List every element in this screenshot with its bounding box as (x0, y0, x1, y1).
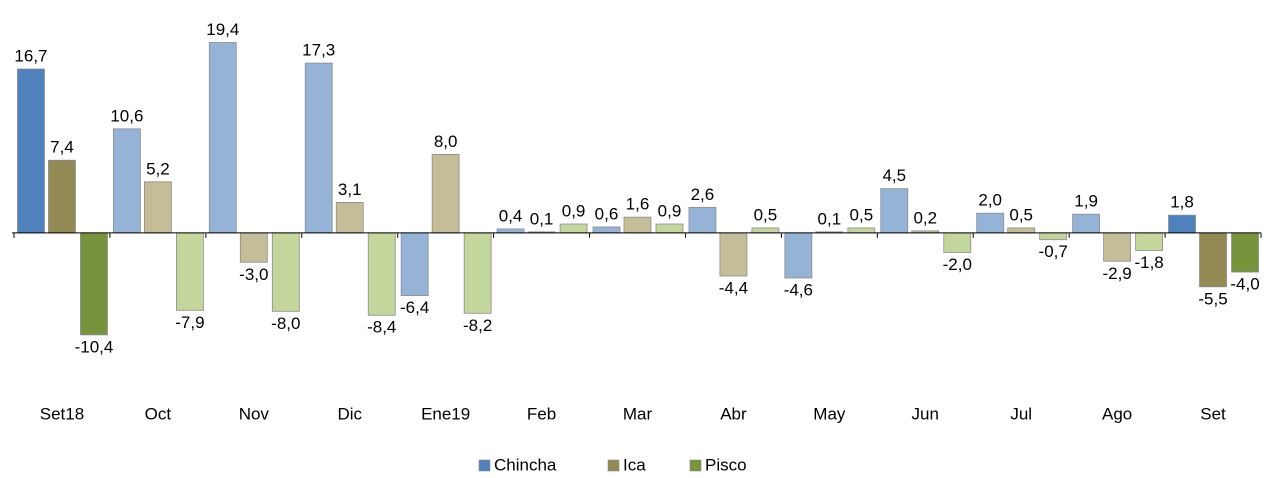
data-label: 2,6 (691, 185, 715, 204)
x-tick-label: Oct (145, 404, 172, 423)
bar (400, 232, 429, 297)
bar (1039, 232, 1068, 241)
bar (880, 188, 909, 234)
data-label: -8,2 (463, 316, 492, 335)
data-label: 19,4 (206, 20, 239, 39)
data-label: 3,1 (338, 180, 362, 199)
data-label: -7,9 (175, 313, 204, 332)
bar (335, 202, 364, 234)
data-label: 0,1 (530, 209, 554, 228)
data-label: 0,5 (1009, 205, 1033, 224)
legend-label: Pisco (705, 455, 747, 474)
data-label: 16,7 (14, 46, 47, 65)
data-label: 7,4 (50, 138, 74, 157)
bar (208, 42, 237, 234)
bar (1199, 232, 1227, 288)
bar (1007, 227, 1036, 234)
x-tick-label: Dic (337, 404, 362, 423)
data-label: -4,6 (784, 280, 813, 299)
bar (1135, 232, 1164, 251)
data-label: 1,6 (626, 195, 650, 214)
data-label: -2,9 (1102, 264, 1131, 283)
x-tick-label: Nov (239, 404, 270, 423)
data-label: 0,6 (595, 204, 619, 223)
bar (496, 228, 525, 234)
legend-swatch (689, 459, 702, 472)
bar (48, 159, 76, 234)
bar (751, 227, 780, 234)
data-label: 1,8 (1170, 193, 1194, 212)
legend-swatch (607, 459, 620, 472)
bar (304, 62, 333, 234)
data-label: -8,0 (271, 314, 300, 333)
data-label: -6,4 (400, 298, 429, 317)
data-label: 5,2 (146, 159, 170, 178)
bar (623, 216, 652, 234)
bar (463, 232, 492, 314)
x-tick-label: Mar (623, 404, 653, 423)
bar (559, 223, 588, 234)
data-label: -3,0 (239, 265, 268, 284)
bar (271, 232, 300, 312)
bar (976, 212, 1005, 234)
bar (1168, 214, 1196, 234)
data-label: 1,9 (1074, 192, 1098, 211)
data-label: -10,4 (75, 337, 114, 356)
data-label: -0,7 (1039, 242, 1068, 261)
data-label: 8,0 (434, 132, 458, 151)
bar (112, 128, 141, 234)
bar (17, 68, 45, 234)
data-label: 0,5 (850, 205, 874, 224)
data-label: 0,9 (562, 201, 586, 220)
bar (431, 153, 460, 234)
data-label: 2,0 (978, 191, 1002, 210)
bar (1072, 213, 1101, 234)
x-tick-label: Jun (912, 404, 939, 423)
x-tick-label: Abr (720, 404, 747, 423)
data-label: 0,4 (499, 206, 523, 225)
bar (847, 227, 876, 234)
bar (1231, 232, 1259, 273)
x-tick-label: Set18 (40, 404, 84, 423)
bar (143, 181, 172, 234)
x-tick-label: May (813, 404, 846, 423)
bar (1103, 232, 1132, 262)
data-label: 4,5 (882, 166, 906, 185)
data-label: -5,5 (1198, 289, 1227, 308)
bar (655, 223, 684, 234)
data-label: 0,9 (658, 201, 682, 220)
bar (784, 232, 813, 279)
bar (943, 232, 972, 253)
data-label: -8,4 (367, 318, 396, 337)
x-tick-label: Ene19 (421, 404, 470, 423)
bar (367, 232, 396, 316)
bar (175, 232, 204, 311)
bar (239, 232, 268, 263)
data-label: -4,0 (1230, 275, 1259, 294)
data-label: -1,8 (1134, 253, 1163, 272)
bar (688, 206, 717, 234)
data-label: -4,4 (719, 278, 748, 297)
legend-swatch (478, 459, 491, 472)
bar (719, 232, 748, 277)
bar (592, 226, 621, 234)
data-label: 17,3 (302, 41, 335, 60)
data-label: 0,5 (754, 205, 778, 224)
x-tick-label: Ago (1102, 404, 1132, 423)
data-label: 10,6 (110, 106, 143, 125)
data-label: -2,0 (943, 255, 972, 274)
legend-label: Ica (623, 455, 646, 474)
data-label: 0,1 (818, 209, 842, 228)
legend-label: Chincha (494, 455, 557, 474)
x-tick-label: Jul (1010, 404, 1032, 423)
bar (80, 232, 108, 336)
x-tick-label: Set (1200, 404, 1226, 423)
data-label: 0,2 (913, 208, 937, 227)
x-tick-label: Feb (527, 404, 556, 423)
